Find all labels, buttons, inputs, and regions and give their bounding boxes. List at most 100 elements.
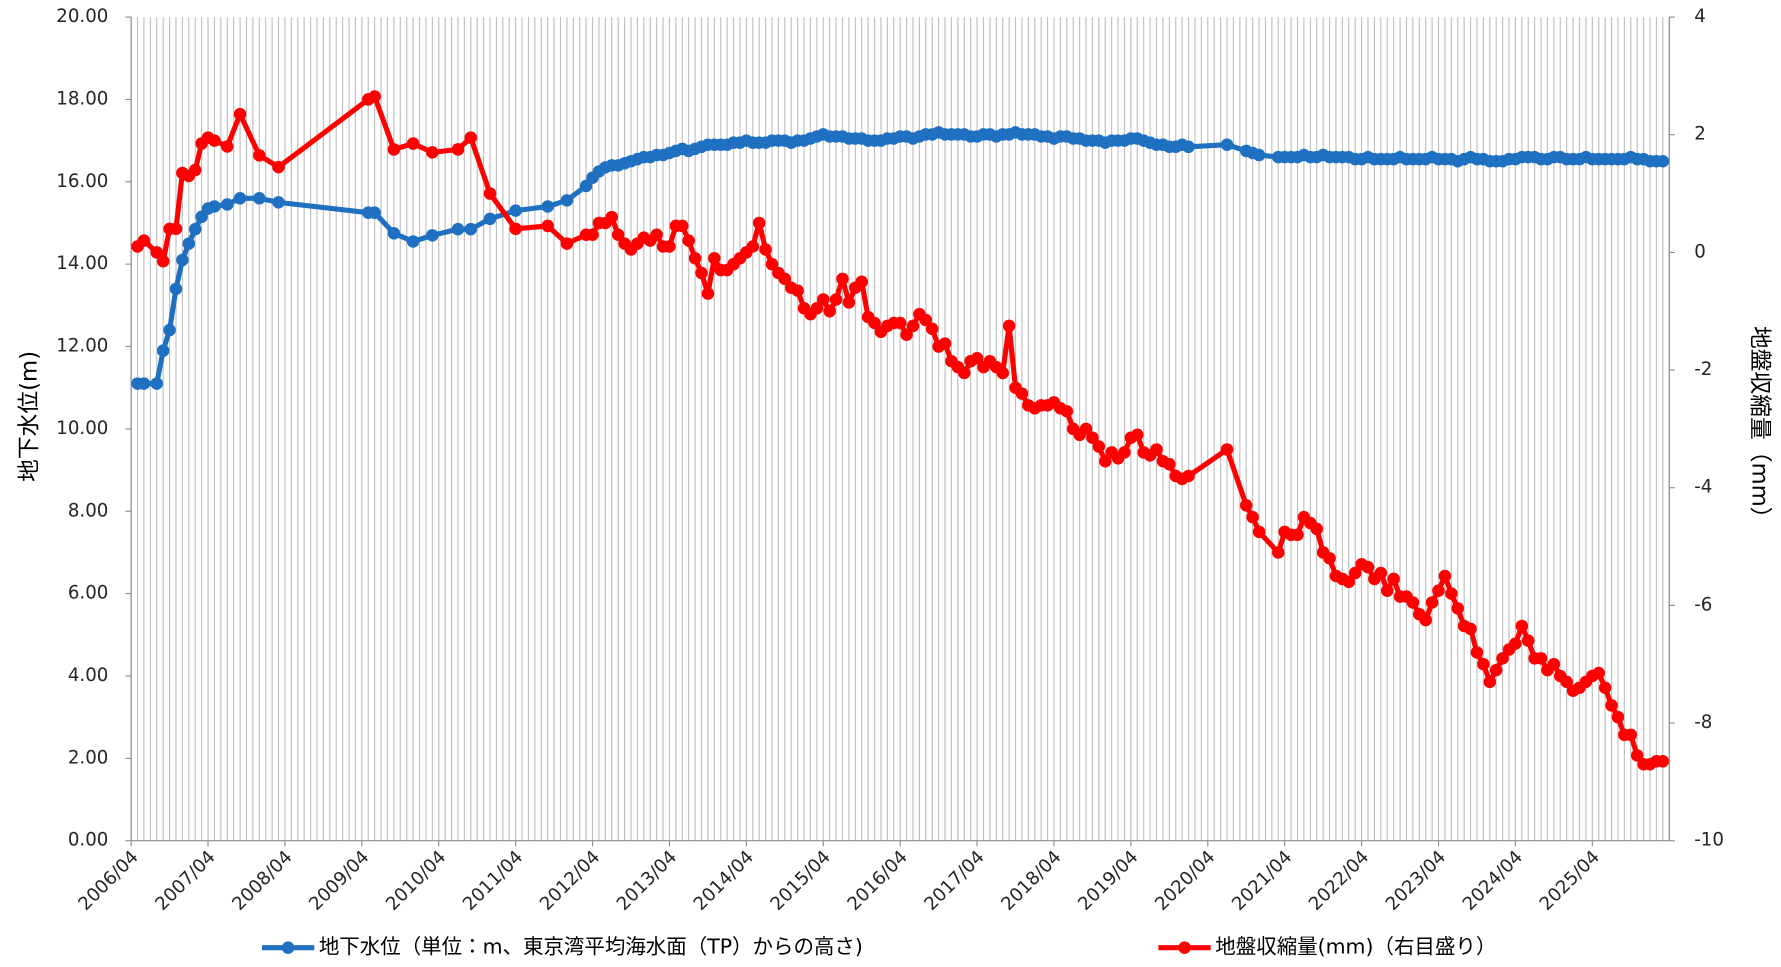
y2-axis-title: 地盤収縮量（mm） <box>1747 326 1773 530</box>
data-point <box>156 344 170 357</box>
data-point <box>938 337 952 350</box>
data-point <box>1118 446 1131 459</box>
data-point <box>464 222 478 236</box>
data-point <box>560 237 574 250</box>
y-tick-label: 6.00 <box>68 583 109 604</box>
data-point <box>1496 652 1509 665</box>
data-point <box>509 204 522 217</box>
data-point <box>1086 431 1099 444</box>
data-point <box>1291 528 1304 542</box>
data-point <box>272 160 285 174</box>
data-point <box>1630 749 1644 762</box>
data-point <box>958 366 971 380</box>
data-point <box>823 304 836 318</box>
data-point <box>586 228 599 242</box>
y2-tick-label: 2 <box>1694 124 1706 145</box>
x-tick-label: 2015/04 <box>767 847 835 915</box>
data-point <box>156 254 170 268</box>
data-point <box>1656 755 1670 768</box>
x-tick-label: 2016/04 <box>844 847 912 915</box>
legend-item: 地下水位（単位：m、東京湾平均海水面（TP）からの高さ) <box>261 935 863 959</box>
data-point <box>1509 637 1522 650</box>
data-point <box>1547 657 1561 671</box>
data-point <box>1015 387 1029 400</box>
x-tick-label: 2011/04 <box>459 847 527 915</box>
data-point <box>1374 566 1388 580</box>
data-point <box>893 316 907 330</box>
data-point <box>746 240 760 253</box>
data-point <box>220 140 234 153</box>
y-tick-label: 16.00 <box>56 171 108 192</box>
data-point <box>483 212 497 226</box>
x-tick-label: 2017/04 <box>920 847 988 915</box>
data-point <box>817 293 830 306</box>
data-point <box>1605 699 1618 712</box>
x-tick-label: 2008/04 <box>228 847 296 915</box>
data-point <box>1098 454 1112 468</box>
x-tick-label: 2023/04 <box>1382 847 1450 915</box>
data-point <box>708 252 721 265</box>
data-point <box>1163 457 1176 471</box>
y-tick-label: 10.00 <box>56 418 108 439</box>
y2-tick-label: -6 <box>1694 594 1712 615</box>
data-point <box>810 302 824 315</box>
data-point <box>272 196 285 209</box>
data-point <box>682 234 695 247</box>
data-point <box>1092 440 1106 453</box>
data-point <box>1406 596 1420 609</box>
data-point <box>150 246 164 259</box>
data-point <box>368 90 381 103</box>
data-point <box>1611 710 1625 724</box>
data-point <box>464 131 478 144</box>
data-point <box>150 377 164 390</box>
data-point <box>406 235 420 248</box>
data-point <box>163 323 176 337</box>
data-point <box>1464 622 1477 636</box>
data-point <box>233 107 247 121</box>
data-point <box>663 240 676 253</box>
data-point <box>1002 319 1016 333</box>
x-tick-label: 2024/04 <box>1459 847 1527 915</box>
x-tick-label: 2019/04 <box>1074 847 1142 915</box>
data-point <box>1150 443 1163 456</box>
legend-item: 地盤収縮量(mm)（右目盛り） <box>1158 935 1496 959</box>
legend-marker <box>281 941 295 954</box>
x-tick-label: 2010/04 <box>382 847 450 915</box>
data-point <box>451 222 465 236</box>
data-point <box>169 282 183 296</box>
data-point <box>1592 666 1605 680</box>
data-point <box>1323 552 1336 565</box>
data-point <box>451 143 465 156</box>
data-point <box>1598 681 1612 695</box>
data-point <box>1560 675 1573 689</box>
y-tick-label: 2.00 <box>68 747 109 768</box>
legend-text: 地下水位（単位：m、東京湾平均海水面（TP）からの高さ) <box>319 935 863 959</box>
data-point <box>1220 138 1234 151</box>
y2-tick-label: -10 <box>1694 830 1724 851</box>
data-point <box>406 137 420 150</box>
data-point <box>919 313 933 327</box>
y-tick-label: 14.00 <box>56 253 108 274</box>
data-point <box>176 253 189 267</box>
data-point <box>169 222 183 236</box>
data-point <box>996 366 1009 380</box>
data-point <box>1361 560 1375 574</box>
data-point <box>233 192 247 205</box>
data-point <box>220 198 234 211</box>
data-point <box>1310 522 1323 536</box>
data-point <box>829 293 843 306</box>
y-tick-label: 18.00 <box>56 88 108 109</box>
data-point <box>1438 569 1452 583</box>
y-tick-label: 8.00 <box>68 500 109 521</box>
data-point <box>1342 575 1356 589</box>
data-point <box>426 146 439 159</box>
data-point <box>1131 428 1144 442</box>
y-tick-label: 12.00 <box>56 336 108 357</box>
data-point <box>611 228 625 242</box>
data-point <box>1272 546 1285 559</box>
data-point <box>1079 422 1093 436</box>
data-point <box>1477 657 1490 671</box>
data-point <box>208 200 221 213</box>
